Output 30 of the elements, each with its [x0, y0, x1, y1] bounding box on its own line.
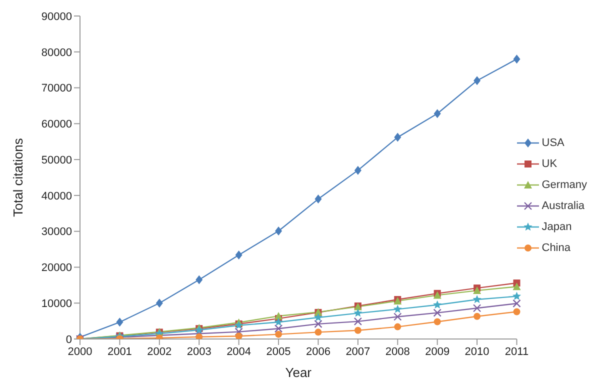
- x-tick-label: 2006: [306, 346, 330, 358]
- x-tick-label: 2005: [266, 346, 291, 358]
- legend-label: China: [542, 242, 570, 254]
- y-tick-label: 20000: [41, 262, 72, 274]
- x-tick-label: 2001: [107, 346, 132, 358]
- y-axis-title: Total citations: [10, 138, 26, 217]
- y-tick-label: 80000: [41, 46, 72, 59]
- y-tick-label: 40000: [41, 190, 72, 202]
- x-tick-label: 2011: [504, 346, 529, 358]
- x-tick-label: 2009: [425, 346, 450, 358]
- legend-label: Japan: [542, 220, 572, 232]
- x-axis-title: Year: [285, 365, 312, 380]
- y-tick-label: 30000: [41, 226, 72, 238]
- y-tick-label: 70000: [41, 82, 72, 95]
- y-tick-label: 90000: [41, 10, 72, 23]
- x-tick-label: 2000: [68, 346, 92, 358]
- x-tick-label: 2008: [385, 346, 410, 358]
- x-tick-label: 2002: [147, 346, 172, 358]
- legend-label: Germany: [542, 178, 587, 190]
- y-tick-label: 60000: [41, 118, 72, 131]
- x-tick-label: 2007: [346, 346, 370, 358]
- legend-label: USA: [542, 136, 564, 148]
- y-tick-label: 0: [66, 334, 72, 346]
- y-tick-label: 10000: [41, 298, 72, 310]
- x-tick-label: 2003: [186, 346, 212, 358]
- x-tick-label: 2010: [464, 346, 490, 358]
- x-tick-label: 2004: [226, 346, 252, 358]
- legend-label: Australia: [542, 200, 585, 212]
- y-tick-label: 50000: [41, 154, 72, 166]
- legend-label: UK: [542, 158, 558, 170]
